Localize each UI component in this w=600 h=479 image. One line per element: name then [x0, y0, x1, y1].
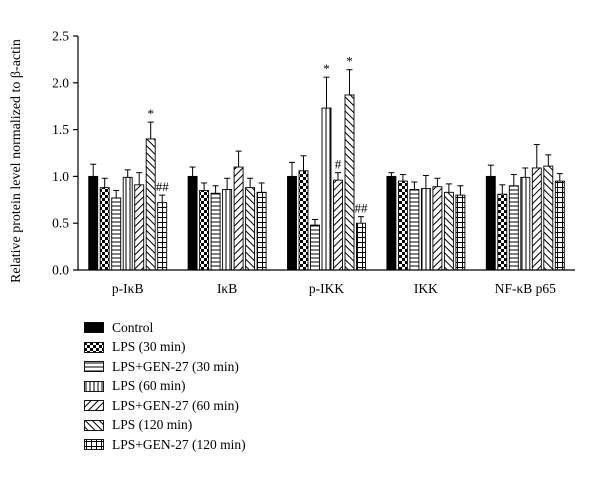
y-ticks: 0.0 0.5 1.0 1.5 2.0 2.5 — [52, 29, 78, 278]
bar — [397, 180, 408, 271]
legend-item: LPS+GEN-27 (60 min) — [84, 396, 246, 416]
x-tick-label: p-IκB — [112, 281, 144, 296]
bar — [287, 175, 297, 271]
y-tick-label: 2.5 — [52, 29, 69, 44]
legend-item: Control — [84, 318, 246, 338]
bar — [554, 180, 565, 271]
bar — [443, 191, 454, 271]
bar — [321, 107, 332, 271]
bar — [122, 176, 133, 271]
significance-marker: * — [147, 106, 154, 121]
x-tick-label: p-IKK — [309, 281, 344, 296]
legend-swatch — [84, 419, 104, 431]
legend-swatch — [84, 380, 104, 392]
bar — [187, 175, 198, 271]
significance-marker: ## — [355, 201, 369, 216]
error-bars-layer — [90, 69, 563, 226]
bar — [157, 202, 168, 271]
bar — [310, 224, 320, 271]
bar — [485, 175, 496, 271]
significance-marker: * — [323, 61, 330, 76]
bar — [199, 189, 210, 271]
bar — [432, 186, 443, 271]
bar — [520, 176, 531, 271]
x-tick-label: IKK — [414, 281, 438, 296]
legend-item: LPS (120 min) — [84, 416, 246, 436]
bar — [420, 188, 431, 271]
bar — [256, 191, 267, 271]
bar — [111, 197, 122, 271]
legend-label: LPS+GEN-27 (120 min) — [112, 436, 246, 452]
bar — [245, 187, 256, 271]
legend-item: LPS (60 min) — [84, 377, 246, 397]
legend: Control LPS (30 min) LPS+GEN-27 (30 min) LP… — [84, 318, 246, 455]
y-tick-label: 1.0 — [52, 169, 69, 184]
x-tick-label: NF-κB p65 — [495, 281, 556, 296]
legend-swatch — [84, 361, 104, 373]
bar — [508, 185, 519, 271]
bar — [233, 166, 244, 271]
bar — [99, 187, 110, 271]
bar — [409, 189, 420, 271]
bar — [298, 170, 309, 271]
x-ticks: p-IκB IκB p-IKK IKK NF-κB p65 — [112, 281, 556, 296]
y-tick-label: 2.0 — [52, 75, 69, 90]
bar — [543, 165, 554, 271]
y-tick-label: 0.5 — [52, 216, 69, 231]
legend-swatch — [84, 439, 104, 451]
legend-item: LPS+GEN-27 (30 min) — [84, 357, 246, 377]
bar — [88, 175, 99, 271]
bar — [531, 167, 542, 271]
legend-item: LPS+GEN-27 (120 min) — [84, 435, 246, 455]
legend-label: LPS (60 min) — [112, 378, 186, 394]
bar — [356, 222, 366, 271]
y-axis-label: Relative protein level normalized to β-a… — [9, 39, 24, 283]
bar — [333, 179, 343, 271]
legend-item: LPS (30 min) — [84, 338, 246, 358]
bar — [344, 94, 355, 271]
bar — [455, 194, 466, 271]
legend-label: LPS (120 min) — [112, 417, 193, 433]
significance-marker: * — [346, 54, 353, 69]
y-tick-label: 0.0 — [52, 263, 69, 278]
significance-marker: # — [335, 157, 342, 172]
bar — [210, 192, 221, 271]
bar — [386, 175, 397, 271]
legend-label: LPS (30 min) — [112, 339, 186, 355]
y-tick-label: 1.5 — [52, 122, 69, 137]
bar — [134, 184, 145, 271]
bar — [222, 189, 233, 271]
legend-label: LPS+GEN-27 (60 min) — [112, 397, 239, 413]
bar — [497, 193, 508, 271]
legend-swatch — [84, 400, 104, 412]
annotations-layer: * ## * # * ## — [147, 54, 368, 216]
legend-swatch — [84, 322, 104, 334]
legend-label: LPS+GEN-27 (30 min) — [112, 358, 239, 374]
legend-swatch — [84, 341, 104, 353]
x-tick-label: IκB — [217, 281, 237, 296]
significance-marker: ## — [156, 179, 170, 194]
legend-label: Control — [112, 319, 154, 335]
bar — [145, 138, 156, 271]
